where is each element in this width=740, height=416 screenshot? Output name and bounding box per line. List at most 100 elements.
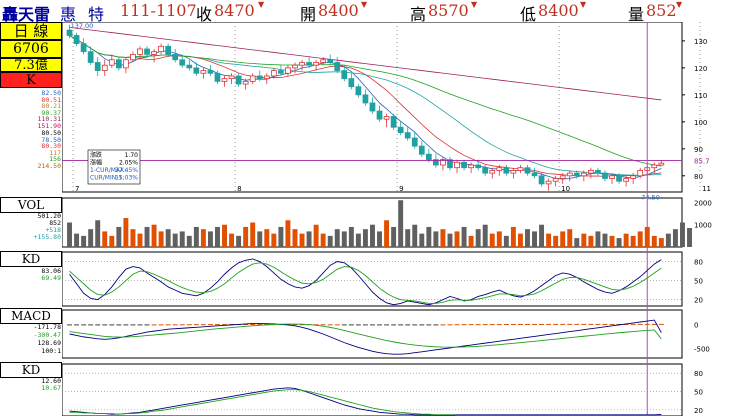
stock-name: 轟天雷 xyxy=(2,5,51,24)
volume-bar xyxy=(67,222,72,247)
candle xyxy=(278,70,284,74)
ma-value-0: 82.50 xyxy=(41,89,61,97)
macd-label: MACD xyxy=(0,308,62,324)
volume-bar xyxy=(172,233,178,247)
macd-bar xyxy=(426,324,432,326)
high-label: 高 xyxy=(410,5,427,24)
candle xyxy=(285,67,291,74)
volume-bar xyxy=(186,235,192,247)
macd-bar xyxy=(88,324,94,326)
macd-bar xyxy=(222,324,227,326)
kd-label: KD xyxy=(0,251,62,267)
macd-value-2: 128.69 xyxy=(37,339,61,347)
ma-value-2: 80.21 xyxy=(41,102,61,110)
volume-bar xyxy=(419,233,425,247)
volume-bar xyxy=(278,226,284,247)
volume-bar xyxy=(320,233,326,247)
macd-bar xyxy=(327,324,333,326)
macd-bar xyxy=(602,323,608,325)
macd-bar xyxy=(257,324,263,326)
ma-value-secondary-3: 117 xyxy=(49,148,61,157)
volume-total: 6706 xyxy=(0,40,62,58)
volume-bar xyxy=(355,233,361,247)
x-tick-label: 11 xyxy=(702,185,711,193)
macd-bar xyxy=(447,324,453,326)
volume-bar xyxy=(489,233,495,247)
candle xyxy=(355,86,362,96)
volume-bar xyxy=(581,233,587,247)
volume-bar xyxy=(482,224,488,247)
macd-bar xyxy=(320,324,326,326)
macd-bar xyxy=(74,324,80,326)
vol-value-2: +518 xyxy=(45,226,61,234)
macd-bar xyxy=(482,324,488,326)
volume-bar xyxy=(151,224,157,247)
volume-bar xyxy=(362,229,368,247)
candle xyxy=(623,178,629,182)
macd-bar xyxy=(348,324,354,326)
kd2-line-d xyxy=(69,389,662,416)
candle xyxy=(383,116,390,120)
panel-frame-price xyxy=(62,22,683,193)
candle xyxy=(552,178,559,182)
price-axis-label: 80 xyxy=(694,173,703,181)
ma-value-secondary-2: 80.30 xyxy=(41,142,61,150)
info-row-value: 15.03% xyxy=(115,175,138,182)
volume-axis-label: 1000 xyxy=(694,222,712,230)
price-axis-label: 130 xyxy=(694,38,707,46)
volume-bar xyxy=(426,226,432,247)
low-arrow: ▼ xyxy=(580,0,587,9)
volume-bar xyxy=(313,224,319,247)
kd2-axis-label: 20 xyxy=(694,407,703,415)
volume-bar xyxy=(306,231,312,247)
volume-bar xyxy=(74,233,80,247)
volume-bar xyxy=(496,231,502,247)
volume-bar xyxy=(623,233,629,247)
macd-bar xyxy=(517,323,523,325)
macd-bar xyxy=(503,324,509,326)
candle xyxy=(151,51,157,55)
candle xyxy=(327,59,334,63)
candle xyxy=(108,59,115,66)
ma-line-10 xyxy=(69,35,662,177)
macd-bar xyxy=(377,324,382,326)
macd-bar xyxy=(207,324,213,326)
panel-frame-kd2 xyxy=(62,363,683,416)
candle xyxy=(292,64,298,69)
volume-axis-label: 2000 xyxy=(694,199,712,207)
volume-bar xyxy=(539,224,545,247)
candle xyxy=(397,126,404,134)
macd-value-3: 100:1 xyxy=(41,347,61,355)
volume-bar xyxy=(574,238,580,247)
candle xyxy=(165,45,172,55)
ma-value-secondary-5: 214.50 xyxy=(37,161,61,170)
macd-bar xyxy=(81,324,87,326)
price-axis-label: 90 xyxy=(694,146,703,154)
volume-bar xyxy=(412,224,418,247)
macd-bar xyxy=(355,324,361,326)
volume-bar xyxy=(510,226,516,247)
macd-bar xyxy=(165,324,171,326)
macd-bar xyxy=(144,324,150,326)
volume-bar xyxy=(602,233,608,247)
candle xyxy=(214,72,221,82)
candle xyxy=(221,78,228,82)
macd-bar xyxy=(574,323,580,325)
volume-bar xyxy=(651,235,657,247)
macd-bar xyxy=(658,323,664,325)
candle xyxy=(87,51,94,63)
candle xyxy=(468,164,474,169)
macd-bar xyxy=(630,323,636,325)
volume-bar xyxy=(595,231,601,247)
volume-bar xyxy=(384,220,390,247)
x-tick-label: 9 xyxy=(399,185,403,193)
macd-bar xyxy=(109,324,115,326)
macd-bar xyxy=(525,323,530,325)
x-tick-label: 7 xyxy=(75,185,79,193)
candle xyxy=(588,170,594,174)
candle xyxy=(130,53,136,61)
macd-bar xyxy=(391,324,397,326)
macd-bar xyxy=(581,323,587,325)
candle xyxy=(573,172,580,177)
volume-bar xyxy=(207,231,213,247)
